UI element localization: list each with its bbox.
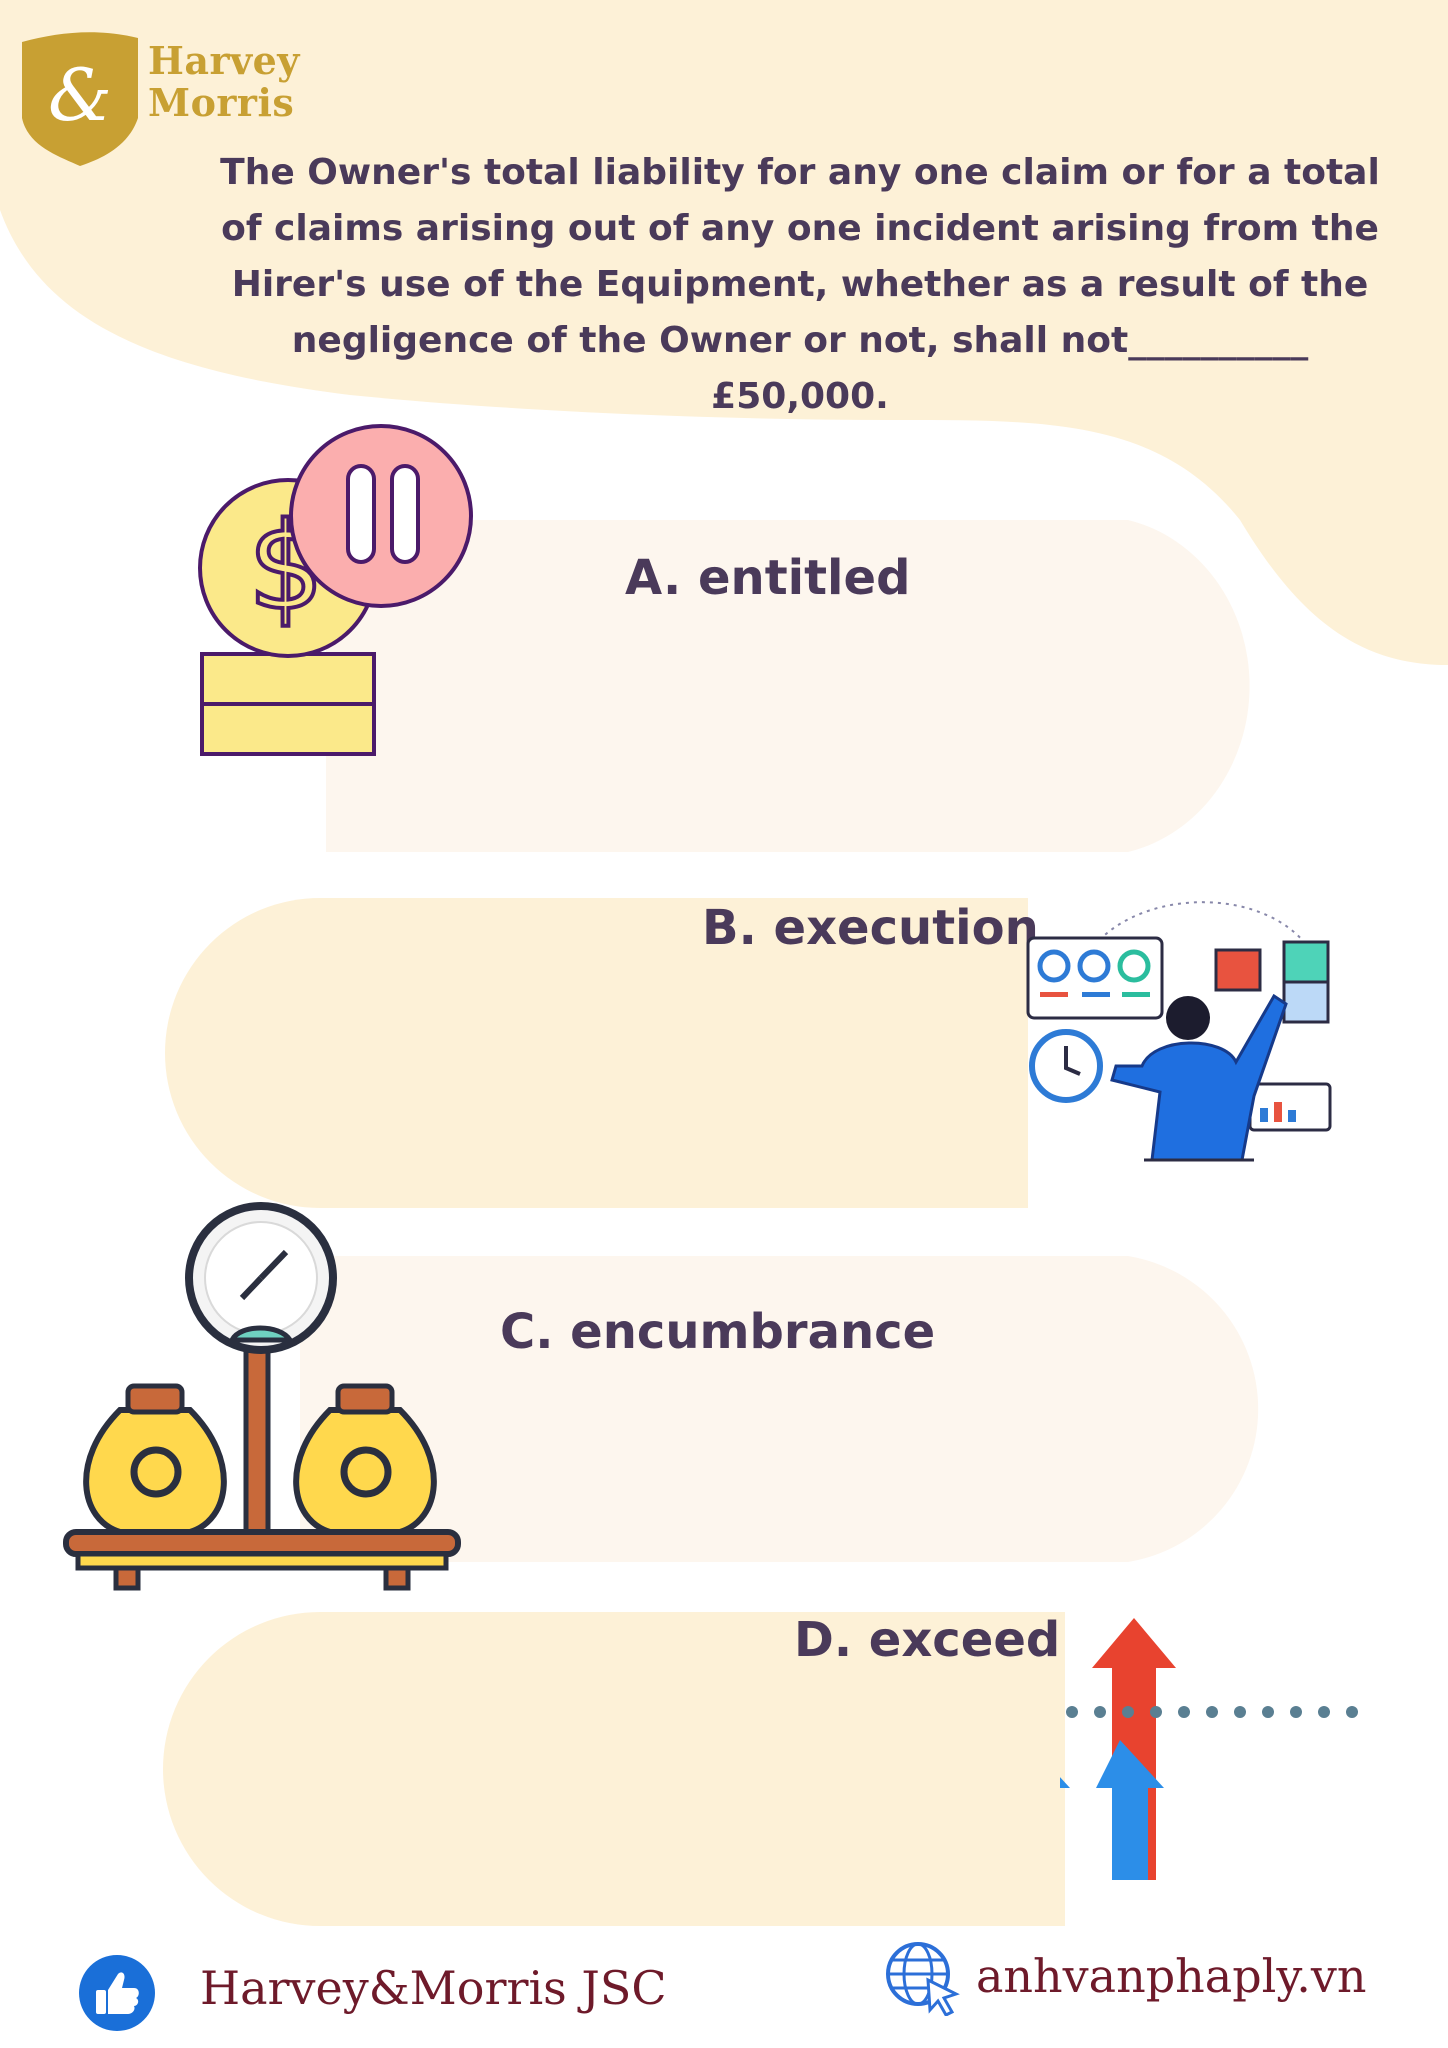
growth-arrows-icon [1060, 1618, 1358, 1880]
globe-icon[interactable] [884, 1940, 960, 2016]
option-d[interactable]: D. exceed [794, 1612, 1061, 1668]
balance-scale-icon [63, 1202, 461, 1591]
website-link[interactable]: anhvanphaply.vn [976, 1949, 1367, 2003]
thumbs-up-icon[interactable] [78, 1954, 156, 2032]
ampersand-emblem: & [48, 53, 112, 137]
card-a [326, 520, 1250, 852]
top-blob [0, 0, 1448, 665]
brand-line-1: Harvey [148, 38, 300, 83]
brand-logo: & [22, 32, 138, 167]
option-a[interactable]: A. entitled [625, 550, 911, 606]
shield-icon [22, 32, 138, 167]
card-b [165, 898, 1028, 1208]
card-d [163, 1612, 1065, 1926]
company-name: Harvey&Morris JSC [200, 1961, 667, 2015]
question-text: The Owner's total liability for any one … [220, 152, 1380, 417]
business-person-illustration [1026, 901, 1332, 1162]
coins-icon: $ [198, 424, 473, 756]
card-c [300, 1256, 1259, 1562]
brand-line-2: Morris [148, 80, 295, 125]
brand-name: Harvey Morris [148, 40, 300, 124]
option-c[interactable]: C. encumbrance [500, 1304, 936, 1360]
option-b[interactable]: B. execution [702, 900, 1039, 956]
